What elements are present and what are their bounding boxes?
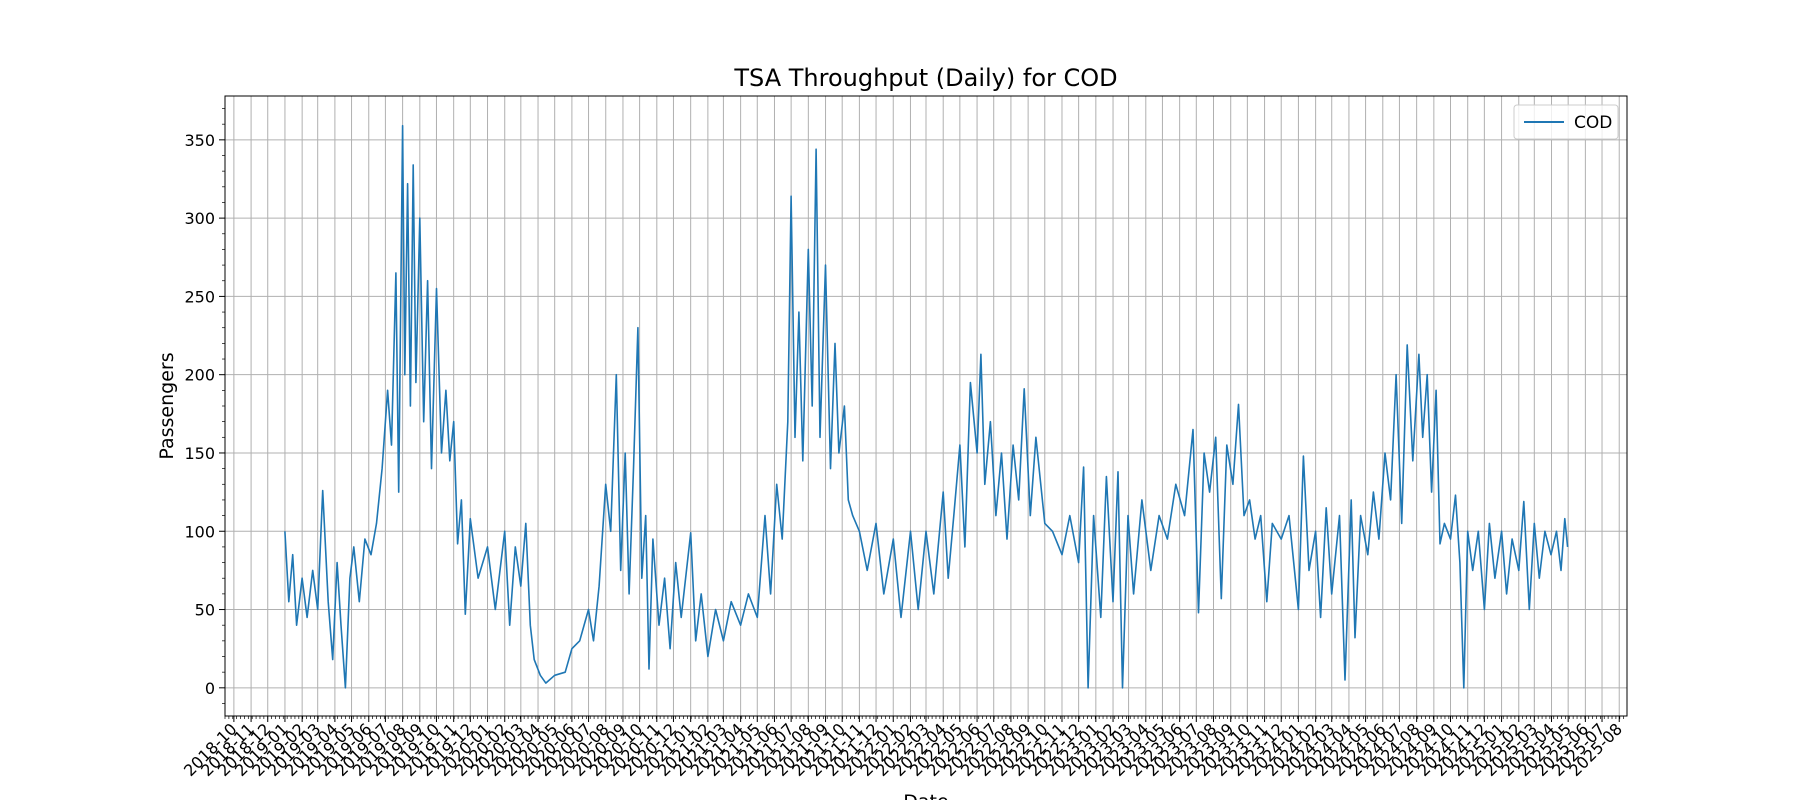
y-tick-label: 250: [184, 287, 215, 306]
y-tick-label: 0: [205, 679, 215, 698]
y-axis-title: Passengers: [156, 352, 178, 459]
legend-label: COD: [1574, 113, 1612, 133]
chart-title: TSA Throughput (Daily) for COD: [733, 64, 1117, 92]
series-line-cod: [284, 124, 1569, 689]
grid: [225, 96, 1627, 716]
y-tick-label: 150: [184, 444, 215, 463]
plot-frame: [224, 95, 1628, 717]
legend: COD: [1513, 104, 1619, 140]
x-axis-ticks: 2018-102018-112018-122019-012019-022019-…: [180, 716, 1626, 780]
x-axis-title: Date: [903, 791, 948, 800]
y-tick-label: 200: [184, 366, 215, 385]
y-tick-label: 50: [195, 601, 215, 620]
y-axis-ticks: 0 50 100 150 200 250 300 350: [184, 108, 225, 704]
y-tick-label: 100: [184, 522, 215, 541]
y-tick-label: 300: [184, 209, 215, 228]
legend-box: [1513, 104, 1619, 140]
y-tick-label: 350: [184, 131, 215, 150]
